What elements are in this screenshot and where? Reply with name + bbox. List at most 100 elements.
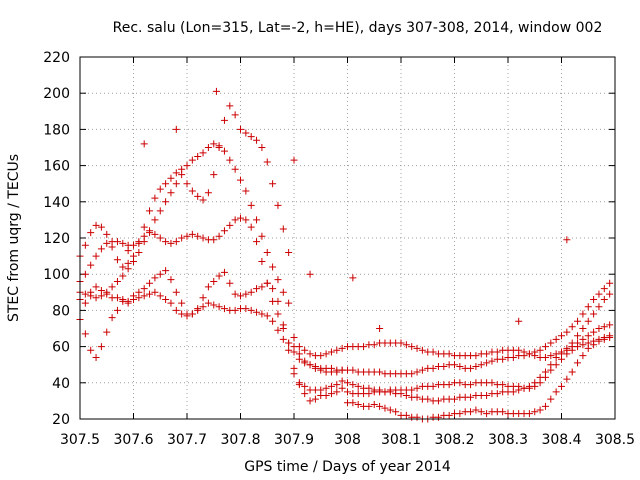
data-point xyxy=(434,397,442,405)
data-point xyxy=(418,366,426,374)
axes: 307.5 307.6 307.7 307.8 307.9 308 308.1 308.2 30… xyxy=(43,50,635,448)
data-point xyxy=(210,236,218,244)
data-point xyxy=(376,325,384,332)
data-point xyxy=(515,346,523,354)
data-point xyxy=(467,381,475,389)
data-point xyxy=(167,239,175,247)
data-point xyxy=(558,348,565,356)
x-tick-label: 308.2 xyxy=(434,432,474,448)
data-point xyxy=(590,310,598,318)
data-point xyxy=(445,411,453,419)
data-point xyxy=(493,390,501,398)
data-point xyxy=(483,350,491,358)
data-point xyxy=(360,343,368,351)
data-point xyxy=(103,328,111,336)
data-point xyxy=(103,230,111,238)
data-point xyxy=(242,129,250,137)
data-point xyxy=(408,370,416,378)
data-point xyxy=(584,303,592,311)
data-point xyxy=(97,223,105,231)
data-point xyxy=(525,350,533,358)
x-tick-label: 307.7 xyxy=(167,432,207,448)
data-point xyxy=(600,285,608,293)
data-point xyxy=(146,207,154,215)
data-point xyxy=(338,377,346,385)
data-point xyxy=(274,326,282,334)
data-point xyxy=(584,332,592,340)
data-point xyxy=(541,353,549,361)
data-point xyxy=(183,162,191,170)
data-point xyxy=(269,297,277,305)
data-point xyxy=(199,294,207,302)
data-point xyxy=(386,406,394,414)
data-point xyxy=(124,265,132,273)
data-point xyxy=(499,355,507,363)
data-point xyxy=(451,361,458,369)
data-point xyxy=(333,381,341,389)
data-point xyxy=(263,248,271,256)
chart-title: Rec. salu (Lon=315, Lat=-2, h=HE), days … xyxy=(113,20,603,36)
data-point xyxy=(113,256,121,264)
data-point xyxy=(285,346,293,354)
data-point xyxy=(477,361,485,369)
data-point xyxy=(285,339,293,347)
data-point xyxy=(456,363,464,371)
data-point xyxy=(140,292,148,300)
data-point xyxy=(606,279,614,287)
data-point xyxy=(151,288,159,296)
data-point xyxy=(220,227,228,235)
data-point xyxy=(536,373,544,381)
data-point xyxy=(392,408,400,416)
data-point xyxy=(220,147,228,155)
data-point xyxy=(215,272,223,280)
data-point xyxy=(92,283,100,291)
data-point xyxy=(258,310,266,318)
data-point xyxy=(119,296,127,304)
data-point xyxy=(295,343,303,351)
data-point xyxy=(87,346,95,354)
data-point xyxy=(327,390,335,398)
data-point xyxy=(146,227,154,235)
data-point xyxy=(242,290,250,298)
data-point xyxy=(247,306,255,314)
data-point xyxy=(376,402,384,410)
data-point xyxy=(92,252,100,260)
data-point xyxy=(563,236,571,244)
data-point xyxy=(509,388,517,396)
data-point xyxy=(204,189,212,197)
data-point xyxy=(376,386,384,394)
x-tick-label: 307.9 xyxy=(274,432,314,448)
data-point xyxy=(178,171,186,179)
data-point xyxy=(429,382,437,390)
data-point xyxy=(467,364,475,372)
data-point xyxy=(199,149,207,157)
data-point xyxy=(178,310,186,318)
data-point xyxy=(178,299,186,307)
data-point xyxy=(156,207,164,215)
data-point xyxy=(156,185,164,193)
data-point xyxy=(210,301,218,309)
data-point xyxy=(188,156,196,164)
data-point xyxy=(258,144,266,151)
data-point xyxy=(162,296,170,304)
data-point xyxy=(515,317,523,325)
data-point xyxy=(327,348,335,356)
data-point xyxy=(327,382,335,390)
data-point xyxy=(274,276,282,284)
y-tick-label: 160 xyxy=(43,159,70,175)
data-point xyxy=(220,116,228,124)
data-point xyxy=(269,263,277,271)
data-point xyxy=(531,352,539,360)
data-point xyxy=(579,325,587,332)
data-point xyxy=(306,270,314,278)
data-point xyxy=(113,294,121,302)
data-point xyxy=(338,344,346,352)
data-point xyxy=(290,334,298,342)
x-tick-label: 308.5 xyxy=(595,432,635,448)
data-point xyxy=(606,290,614,298)
data-point xyxy=(215,232,223,240)
data-point xyxy=(113,306,121,314)
data-point xyxy=(247,288,255,296)
data-point xyxy=(130,241,137,249)
data-point xyxy=(258,232,266,240)
